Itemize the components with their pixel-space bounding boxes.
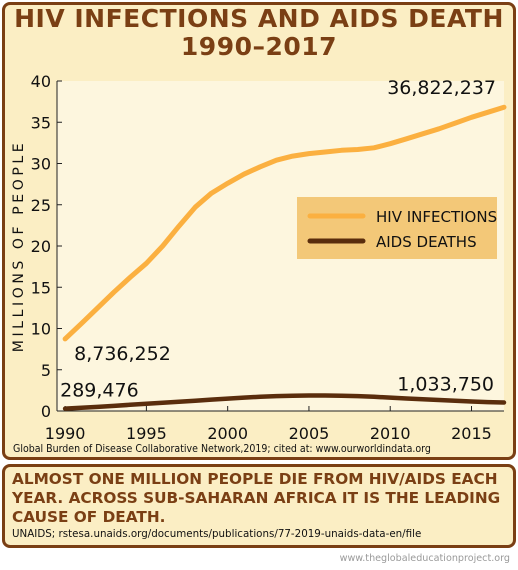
y-tick-label: 10 <box>31 320 51 339</box>
legend-box <box>297 197 497 259</box>
y-tick-label: 5 <box>41 361 51 380</box>
x-tick-label: 2000 <box>207 424 248 443</box>
data-label: 8,736,252 <box>74 343 171 365</box>
headline-panel <box>2 464 516 548</box>
legend-label: HIV INFECTIONS <box>376 208 497 226</box>
hiv-infections-line <box>62 104 507 342</box>
x-tick-label: 1990 <box>45 424 86 443</box>
footer-website: www.theglobaleducationproject.org <box>339 553 510 564</box>
x-tick-label: 1995 <box>126 424 167 443</box>
legend-label: AIDS DEATHS <box>376 233 477 251</box>
y-tick-label: 0 <box>41 402 51 421</box>
y-tick-label: 30 <box>31 155 51 174</box>
y-tick-label: 35 <box>31 113 51 132</box>
y-tick-label: 25 <box>31 196 51 215</box>
line-chart: 0 5 10 15 20 25 30 35 40 1990 1995 2000 2005 2010 2015… <box>11 72 507 443</box>
headline-source: UNAIDS; rstesa.unaids.org/documents/publ… <box>12 528 422 540</box>
chart-title-line-2: 1990–2017 <box>180 32 338 61</box>
data-label: 289,476 <box>60 380 139 402</box>
aids-deaths-line <box>62 393 507 411</box>
x-tick-label: 2005 <box>289 424 330 443</box>
y-tick-label: 40 <box>31 72 51 91</box>
chart-title-line-1: HIV INFECTIONS AND AIDS DEATH <box>14 4 504 33</box>
y-axis-label: MILLIONS OF PEOPLE <box>11 140 27 352</box>
y-tick-label: 20 <box>31 237 51 256</box>
x-tick-label: 2015 <box>451 424 492 443</box>
y-tick-label: 15 <box>31 278 51 297</box>
chart-source: Global Burden of Disease Collaborative N… <box>13 443 431 455</box>
data-label: 36,822,237 <box>387 77 496 99</box>
data-label: 1,033,750 <box>397 374 494 396</box>
x-tick-label: 2010 <box>370 424 411 443</box>
headline-text: ALMOST ONE MILLION PEOPLE DIE FROM HIV/A… <box>12 470 501 526</box>
